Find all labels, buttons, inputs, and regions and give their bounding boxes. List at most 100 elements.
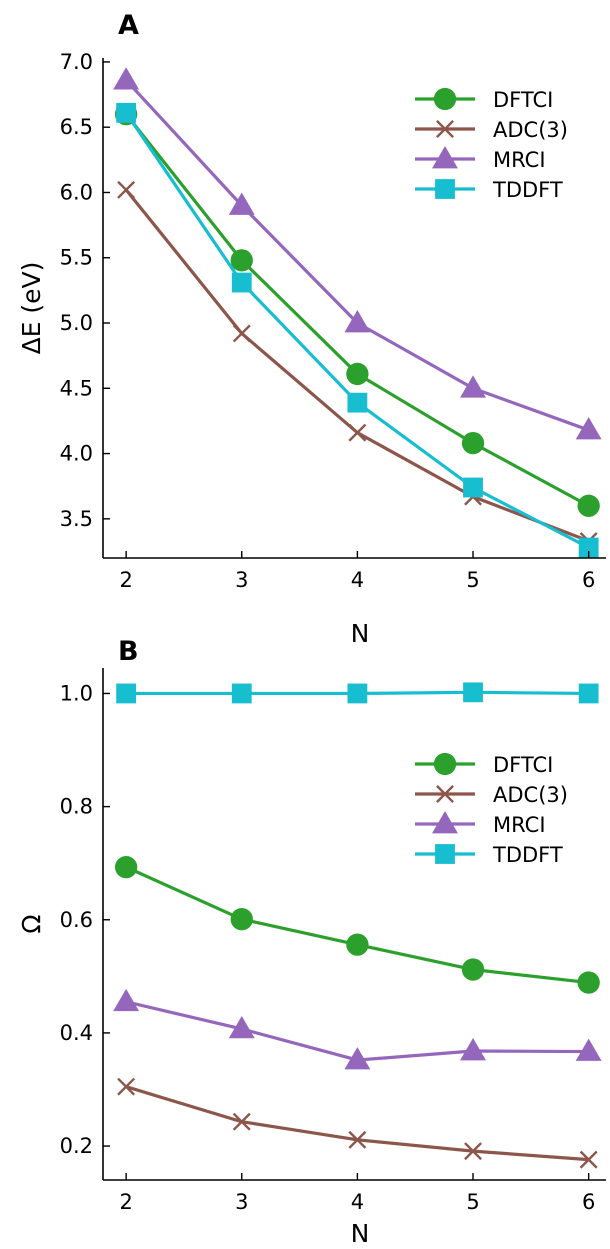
- legend: DFTCI ADC(3) MRCI TDDFT: [415, 752, 568, 867]
- data-point: [113, 67, 140, 90]
- data-point: [461, 431, 485, 455]
- series-line: [124, 113, 590, 508]
- data-point: [579, 1150, 598, 1169]
- data-point: [346, 362, 369, 386]
- legend-marker: [436, 785, 454, 803]
- data-point: [348, 423, 367, 442]
- y-tick-label: 1.0: [60, 681, 93, 705]
- panel-A: A 2 3 4 5 6 3.5 4.0 4.5 5.0 5.5 6.0 6.5 7.0 N ΔE (eV) DF…: [17, 10, 606, 648]
- series-line: [125, 1085, 589, 1162]
- panel-letter: B: [118, 636, 139, 667]
- x-tick-label: 4: [351, 568, 364, 592]
- data-point: [578, 683, 599, 704]
- legend-marker: [433, 752, 457, 776]
- data-point: [232, 1112, 251, 1131]
- series-ADC(3): [117, 1077, 598, 1169]
- panel-letter: A: [118, 10, 139, 41]
- legend-item: MRCI: [415, 146, 546, 172]
- x-tick-label: 2: [119, 568, 132, 592]
- data-point: [114, 855, 138, 879]
- legend-item: ADC(3): [415, 118, 568, 142]
- data-point: [346, 933, 369, 956]
- data-point: [228, 192, 255, 215]
- data-point: [347, 392, 368, 413]
- y-tick-label: 0.2: [60, 1134, 93, 1158]
- data-point: [116, 683, 137, 704]
- series-MRCI: [113, 67, 602, 440]
- y-tick-label: 5.0: [60, 311, 93, 335]
- data-point: [460, 1038, 486, 1061]
- y-tick-label: 0.6: [60, 908, 93, 932]
- data-point: [347, 683, 368, 704]
- y-tick-label: 0.8: [60, 795, 93, 819]
- legend-label: TDDFT: [492, 843, 563, 867]
- series-DFTCI: [114, 855, 600, 994]
- data-point: [230, 249, 253, 272]
- legend-marker: [435, 844, 455, 864]
- data-point: [232, 324, 251, 343]
- legend-item: TDDFT: [415, 178, 563, 202]
- legend-item: DFTCI: [415, 752, 553, 777]
- data-point: [577, 971, 600, 994]
- series-TDDFT: [116, 682, 599, 704]
- y-axis-label: Ω: [17, 914, 46, 933]
- y-tick-label: 7.0: [60, 50, 93, 74]
- series-TDDFT: [116, 102, 599, 558]
- x-tick-label: 3: [235, 1190, 248, 1214]
- x-tick-label: 5: [466, 1190, 479, 1214]
- series-line: [125, 865, 589, 985]
- data-point: [575, 1038, 602, 1061]
- y-tick-label: 4.5: [60, 376, 93, 400]
- y-tick-label: 6.0: [60, 180, 93, 204]
- y-tick-label: 4.0: [60, 442, 93, 466]
- legend-label: DFTCI: [493, 753, 553, 777]
- legend-label: MRCI: [493, 148, 546, 172]
- y-tick-label: 3.5: [60, 507, 93, 531]
- data-point: [348, 1130, 367, 1149]
- data-point: [578, 537, 599, 558]
- data-point: [461, 958, 485, 981]
- legend-marker: [435, 179, 455, 199]
- panel-B: B 2 3 4 5 6 0.2 0.4 0.6 0.8 1.0 N Ω DFTCI ADC(3) MRCI TD…: [17, 636, 606, 1248]
- legend-item: MRCI: [415, 811, 546, 837]
- legend: DFTCI ADC(3) MRCI TDDFT: [415, 87, 568, 202]
- legend-item: ADC(3): [415, 783, 568, 807]
- y-tick-label: 0.4: [60, 1021, 93, 1045]
- y-tick-label: 6.5: [60, 115, 93, 139]
- data-point: [117, 180, 136, 199]
- data-point: [228, 1015, 255, 1039]
- x-tick-label: 4: [351, 1190, 364, 1214]
- data-point: [463, 682, 483, 703]
- x-tick-label: 3: [235, 568, 248, 592]
- legend-marker: [432, 146, 458, 169]
- data-point: [463, 477, 483, 498]
- legend-label: TDDFT: [492, 178, 563, 202]
- x-tick-label: 5: [466, 568, 479, 592]
- legend-marker: [433, 87, 457, 111]
- legend-item: TDDFT: [415, 843, 563, 867]
- data-point: [577, 494, 600, 517]
- legend-item: DFTCI: [415, 87, 553, 112]
- y-axis-label: ΔE (eV): [17, 262, 46, 355]
- x-axis-label: N: [351, 619, 370, 648]
- legend-label: ADC(3): [493, 118, 568, 142]
- data-point: [231, 272, 252, 293]
- data-point: [464, 1142, 482, 1161]
- x-axis-label: N: [351, 1219, 370, 1248]
- data-point: [231, 683, 252, 704]
- x-tick-label: 6: [582, 1190, 595, 1214]
- legend-marker: [436, 120, 454, 138]
- data-point: [575, 417, 602, 440]
- y-tick-label: 5.5: [60, 246, 93, 270]
- legend-label: MRCI: [493, 813, 546, 837]
- legend-marker: [432, 811, 458, 834]
- series-MRCI: [113, 988, 602, 1070]
- data-point: [230, 908, 253, 931]
- x-tick-label: 2: [119, 1190, 132, 1214]
- data-point: [113, 988, 140, 1012]
- x-tick-label: 6: [582, 568, 595, 592]
- data-point: [344, 310, 371, 333]
- data-point: [117, 1077, 136, 1096]
- data-point: [116, 102, 137, 123]
